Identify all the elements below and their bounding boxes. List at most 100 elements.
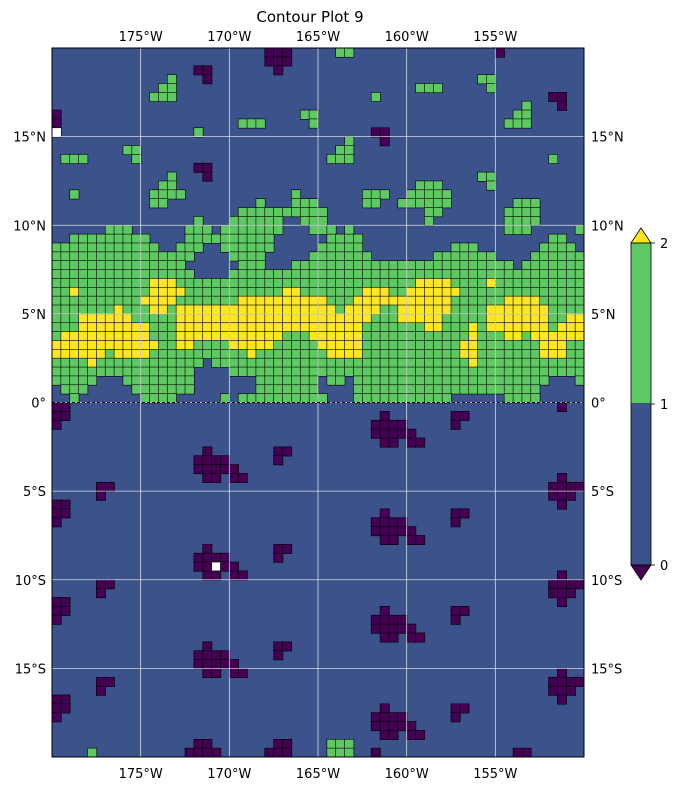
contour-cell: [255, 278, 266, 288]
contour-cell: [415, 375, 426, 386]
contour-cell: [521, 109, 532, 120]
contour-cell: [87, 349, 98, 359]
contour-cell: [370, 623, 381, 634]
contour-cell: [459, 349, 470, 359]
contour-cell: [379, 393, 390, 404]
contour-cell: [574, 269, 584, 280]
contour-cell: [370, 127, 381, 138]
contour-cell: [131, 269, 142, 280]
contour-cell: [113, 260, 124, 271]
contour-cell: [512, 118, 523, 129]
contour-cell: [60, 340, 71, 351]
contour-cell: [370, 304, 381, 315]
contour-cell: [397, 428, 408, 439]
contour-cell: [166, 286, 177, 297]
contour-cell: [299, 109, 310, 120]
contour-cell: [229, 331, 239, 342]
contour-cell: [104, 366, 115, 377]
contour-cell: [486, 295, 497, 306]
contour-cell: [52, 411, 62, 421]
contour-cell: [122, 269, 133, 280]
contour-cell: [211, 295, 222, 306]
contour-cell: [415, 269, 426, 280]
contour-cell: [166, 260, 177, 271]
contour-cell: [530, 357, 541, 368]
contour-cell: [388, 357, 399, 368]
contour-cell: [548, 481, 559, 492]
contour-cell: [87, 313, 98, 324]
contour-cell: [424, 304, 434, 315]
contour-cell: [326, 322, 337, 333]
contour-cell: [459, 313, 470, 324]
contour-cell: [495, 357, 505, 368]
contour-cell: [282, 543, 293, 554]
contour-cell: [432, 304, 443, 315]
contour-cell: [96, 579, 106, 590]
contour-cell: [184, 366, 195, 377]
contour-cell: [255, 384, 266, 395]
contour-cell: [220, 304, 231, 315]
contour-cell: [104, 331, 115, 342]
contour-cell: [397, 349, 408, 359]
contour-cell: [477, 366, 488, 377]
contour-cell: [122, 357, 133, 368]
contour-cell: [317, 242, 328, 253]
contour-cell: [237, 473, 248, 483]
contour-cell: [308, 322, 319, 333]
contour-cell: [237, 286, 248, 297]
contour-cell: [565, 251, 576, 262]
contour-cell: [450, 278, 461, 288]
contour-cell: [158, 295, 168, 306]
contour-cell: [202, 74, 213, 85]
contour-cell: [362, 313, 372, 324]
contour-cell: [530, 216, 541, 226]
contour-cell: [450, 260, 461, 271]
contour-cell: [237, 340, 248, 351]
contour-cell: [273, 65, 284, 76]
contour-cell: [131, 251, 142, 262]
contour-cell: [122, 295, 133, 306]
contour-cell: [255, 198, 266, 209]
contour-cell: [202, 278, 213, 288]
contour-cell: [193, 650, 204, 661]
contour-cell: [149, 313, 160, 324]
contour-cell: [335, 48, 346, 58]
contour-cell: [415, 366, 426, 377]
contour-cell: [166, 384, 177, 395]
contour-cell: [229, 278, 239, 288]
contour-cell: [406, 313, 417, 324]
contour-cell: [60, 366, 71, 377]
contour-cell: [335, 313, 346, 324]
contour-cell: [344, 286, 355, 297]
contour-cell: [477, 313, 488, 324]
contour-cell: [344, 738, 355, 749]
contour-cell: [335, 269, 346, 280]
contour-cell: [282, 349, 293, 359]
contour-cell: [574, 579, 584, 590]
contour-cell: [521, 322, 532, 333]
contour-cell: [52, 242, 62, 253]
contour-cell: [388, 375, 399, 386]
contour-cell: [397, 322, 408, 333]
contour-cell: [60, 606, 71, 616]
contour-cell: [557, 357, 567, 368]
contour-cell: [149, 92, 160, 102]
contour-cell: [113, 251, 124, 262]
contour-cell: [52, 517, 62, 528]
contour-cell: [441, 269, 452, 280]
contour-cell: [193, 295, 204, 306]
contour-cell: [379, 313, 390, 324]
contour-cell: [308, 286, 319, 297]
contour-cell: [166, 83, 177, 94]
contour-cell: [503, 313, 514, 324]
contour-cell: [468, 278, 479, 288]
contour-cell: [175, 375, 186, 386]
contour-cell: [166, 340, 177, 351]
contour-cell: [441, 286, 452, 297]
contour-cell: [370, 340, 381, 351]
contour-cell: [60, 269, 71, 280]
contour-cell: [574, 375, 584, 386]
contour-cell: [211, 473, 222, 483]
contour-cell: [60, 295, 71, 306]
contour-cell: [60, 331, 71, 342]
